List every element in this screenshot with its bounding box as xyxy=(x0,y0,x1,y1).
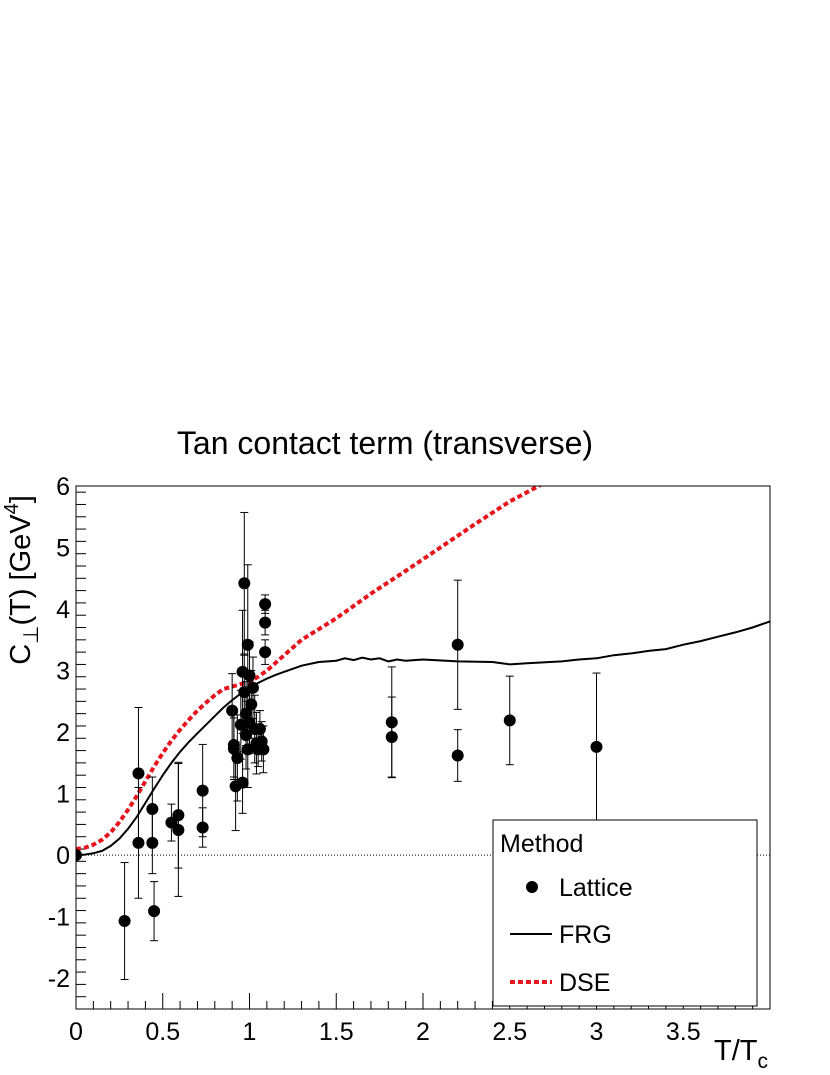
lattice-point xyxy=(236,776,249,789)
x-axis-label-main: T/T xyxy=(714,1035,758,1067)
legend-title: Method xyxy=(500,830,583,858)
lattice-point xyxy=(253,723,266,736)
x-tick-label: 1.5 xyxy=(319,1018,354,1046)
y-tick-label: 5 xyxy=(56,535,70,563)
lattice-point xyxy=(148,905,161,918)
lattice-point xyxy=(590,740,603,753)
x-tick-label: 1 xyxy=(243,1018,257,1046)
y-axis-label-sup: 4 xyxy=(1,503,23,514)
lattice-point xyxy=(132,836,145,849)
lattice-point xyxy=(451,638,464,651)
y-axis-label: C⊥(T) [GeV4] xyxy=(1,495,43,665)
y-axis-label-main: C xyxy=(5,644,37,665)
legend: Method Lattice FRG DSE xyxy=(492,819,758,1007)
x-axis-label-sub: c xyxy=(758,1050,769,1073)
lattice-point xyxy=(259,616,272,629)
y-axis-label-sub: ⊥ xyxy=(20,626,43,644)
lattice-point xyxy=(132,767,145,780)
y-tick-label: 0 xyxy=(56,842,70,870)
legend-label: Lattice xyxy=(559,874,633,902)
lattice-point xyxy=(259,598,272,611)
y-tick-label: 3 xyxy=(56,658,70,686)
x-tick-label: 0.5 xyxy=(145,1018,180,1046)
lattice-point xyxy=(243,669,256,682)
y-tick-label: -2 xyxy=(48,965,70,993)
y-tick-label: -1 xyxy=(48,904,70,932)
plot-frame xyxy=(75,485,771,1010)
lattice-point xyxy=(76,849,82,862)
series xyxy=(76,486,770,980)
lattice-point xyxy=(146,836,159,849)
lattice-point xyxy=(118,915,131,928)
legend-marker-lattice xyxy=(526,881,538,893)
axis-tick-labels: 0 0.5 1 1.5 2 2.5 3 3.5 -2 -1 0 1 2 3 4 5 6 xyxy=(48,473,701,1046)
lattice-point xyxy=(451,749,464,762)
lattice-point xyxy=(231,751,244,764)
lattice-point xyxy=(259,646,272,659)
dse-curve xyxy=(76,486,543,851)
y-tick-label: 4 xyxy=(56,596,70,624)
lattice-point xyxy=(246,681,259,694)
lattice-point xyxy=(503,714,516,727)
y-tick-label: 6 xyxy=(56,473,70,501)
lattice-point xyxy=(238,577,251,590)
y-tick-label: 2 xyxy=(56,719,70,747)
x-tick-label: 2.5 xyxy=(492,1018,527,1046)
lattice-point xyxy=(241,743,254,756)
x-tick-label: 2 xyxy=(416,1018,430,1046)
lattice-point xyxy=(196,821,209,834)
lattice-point xyxy=(196,784,209,797)
lattice-point xyxy=(241,638,254,651)
lattice-point xyxy=(385,731,398,744)
legend-box xyxy=(492,819,758,1007)
legend-label: FRG xyxy=(559,921,612,949)
x-tick-label: 0 xyxy=(69,1018,83,1046)
x-tick-label: 3.5 xyxy=(666,1018,701,1046)
x-axis-label: T/Tc xyxy=(714,1035,768,1073)
legend-label: DSE xyxy=(559,969,610,997)
y-tick-label: 1 xyxy=(56,781,70,809)
lattice-point xyxy=(245,698,258,711)
lattice-point xyxy=(257,743,270,756)
y-axis-label-post: ] xyxy=(5,495,37,503)
chart-title: Tan contact term (transverse) xyxy=(177,425,593,461)
x-tick-label: 3 xyxy=(590,1018,604,1046)
lattice-point xyxy=(226,704,239,717)
lattice-point xyxy=(172,823,185,836)
y-axis-label-mid: (T) [GeV xyxy=(5,514,37,626)
